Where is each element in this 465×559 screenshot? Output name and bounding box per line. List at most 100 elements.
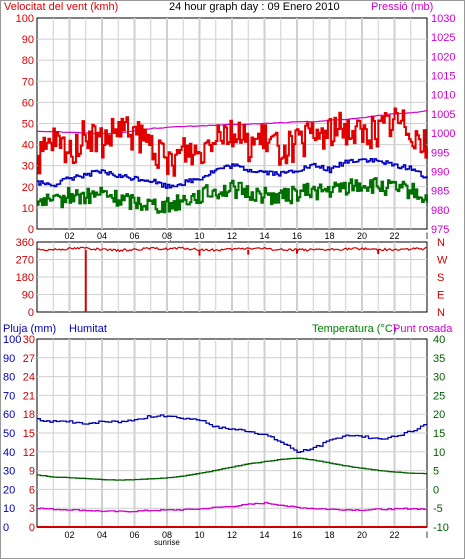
x-axis-tick: 06 — [129, 530, 139, 540]
wind-axis-tick: 90 — [22, 34, 34, 46]
rain-axis-tick: 30 — [23, 334, 35, 346]
wind-axis-tick: 60 — [22, 97, 34, 109]
temperature-axis-tick: 0 — [433, 484, 439, 496]
x-axis-tick: 14 — [259, 231, 269, 241]
rain-axis-tick: 0 — [29, 522, 35, 534]
rain-axis-tick: 9 — [29, 466, 35, 478]
x-axis-tick: 04 — [97, 231, 107, 241]
wind-average-series-line — [37, 158, 428, 189]
pressure-axis-tick: 1015 — [431, 71, 455, 83]
pressure-axis-tick: 1030 — [431, 13, 455, 25]
x-axis-tick: l — [426, 231, 428, 241]
pressure-axis-tick: 1025 — [431, 32, 455, 44]
direction-compass-tick: N — [437, 307, 445, 319]
wind-axis-tick: 40 — [22, 140, 34, 152]
sunrise-annotation: sunrise — [154, 538, 180, 547]
direction-compass-tick: W — [437, 255, 448, 267]
temperature-axis-tick: 20 — [433, 409, 445, 421]
x-axis-tick: 16 — [292, 530, 302, 540]
pressure-axis-tick: 1000 — [431, 128, 455, 140]
x-axis-tick: 18 — [324, 530, 334, 540]
x-axis-tick: 02 — [64, 231, 74, 241]
humidity-axis-tick: 50 — [3, 428, 15, 440]
humidity-axis-tick: 60 — [3, 409, 15, 421]
wind-axis-tick: 0 — [28, 224, 34, 236]
dewpoint-series-line — [37, 501, 428, 513]
humidity-axis-tick: 70 — [3, 390, 15, 402]
rain-axis-tick: 27 — [23, 353, 35, 365]
pressure-label: Pressió (mb) — [371, 1, 434, 13]
x-axis-tick: 02 — [64, 530, 74, 540]
x-axis-tick: 12 — [227, 231, 237, 241]
humidity-series-line — [37, 414, 428, 453]
temperature-axis-tick: 35 — [433, 353, 445, 365]
rain-axis-tick: 18 — [23, 409, 35, 421]
direction-axis-tick: 90 — [22, 290, 34, 302]
pressure-axis-tick: 985 — [431, 186, 449, 198]
humidity-axis-tick: 10 — [3, 503, 15, 515]
x-axis-tick: 06 — [129, 231, 139, 241]
humidity-axis-tick: 30 — [3, 466, 15, 478]
rain-axis-tick: 6 — [29, 484, 35, 496]
rain-label: Pluja (mm) — [3, 323, 57, 335]
x-axis-tick: 16 — [292, 231, 302, 241]
graph-title: 24 hour graph day : 09 Enero 2010 — [169, 1, 340, 13]
temperature-axis-tick: 10 — [433, 447, 445, 459]
x-axis-tick: 12 — [227, 530, 237, 540]
pressure-axis-tick: 995 — [431, 147, 449, 159]
direction-axis-tick: 180 — [16, 272, 34, 284]
x-axis-tick: 08 — [162, 231, 172, 241]
x-axis-tick: l — [426, 530, 428, 540]
wind-min-series-line — [37, 177, 428, 214]
pressure-axis-tick: 1010 — [431, 90, 455, 102]
direction-axis-tick: 0 — [28, 307, 34, 319]
humidity-label: Humitat — [69, 323, 107, 335]
wind-axis-tick: 100 — [16, 13, 34, 25]
x-axis-tick: 04 — [97, 530, 107, 540]
rain-axis-tick: 24 — [23, 372, 35, 384]
temperature-axis-tick: 40 — [433, 334, 445, 346]
pressure-axis-tick: 1020 — [431, 51, 455, 63]
rain-axis-tick: 12 — [23, 447, 35, 459]
x-axis-tick: 22 — [389, 530, 399, 540]
temperature-axis-tick: 5 — [433, 466, 439, 478]
humidity-axis-tick: 20 — [3, 484, 15, 496]
x-axis-tick: 18 — [324, 231, 334, 241]
wind-axis-tick: 10 — [22, 203, 34, 215]
wind-axis-tick: 50 — [22, 119, 34, 131]
direction-compass-tick: N — [437, 237, 445, 249]
temperature-axis-tick: -10 — [433, 522, 449, 534]
pressure-axis-tick: 975 — [431, 224, 449, 236]
direction-series-line — [36, 246, 428, 253]
rain-axis-tick: 21 — [23, 390, 35, 402]
wind-gust-series-line — [37, 107, 428, 177]
wind-speed-label: Velocitat del vent (kmh) — [4, 1, 119, 13]
temperature-axis-tick: 25 — [433, 390, 445, 402]
x-axis-tick: 08 — [162, 530, 172, 540]
x-axis-tick: 20 — [357, 231, 367, 241]
temperature-label: Temperatura (°C) — [312, 323, 397, 335]
direction-compass-tick: S — [437, 272, 444, 284]
dewpoint-label: Punt rosada — [393, 323, 453, 335]
humidity-axis-tick: 40 — [3, 447, 15, 459]
humidity-axis-tick: 80 — [3, 372, 15, 384]
x-axis-tick: 10 — [194, 530, 204, 540]
temperature-series-line — [37, 457, 428, 481]
direction-axis-tick: 360 — [16, 237, 34, 249]
temperature-axis-tick: 15 — [433, 428, 445, 440]
wind-axis-tick: 30 — [22, 161, 34, 173]
direction-axis-tick: 270 — [16, 255, 34, 267]
pressure-axis-tick: 990 — [431, 166, 449, 178]
pressure-axis-tick: 980 — [431, 205, 449, 217]
x-axis-tick: 10 — [194, 231, 204, 241]
pressure-axis-tick: 1005 — [431, 109, 455, 121]
humidity-axis-tick: 100 — [3, 334, 21, 346]
x-axis-tick: 22 — [389, 231, 399, 241]
temperature-axis-tick: -5 — [433, 503, 443, 515]
wind-axis-tick: 80 — [22, 55, 34, 67]
x-axis-tick: 20 — [357, 530, 367, 540]
humidity-axis-tick: 90 — [3, 353, 15, 365]
direction-compass-tick: E — [437, 290, 444, 302]
